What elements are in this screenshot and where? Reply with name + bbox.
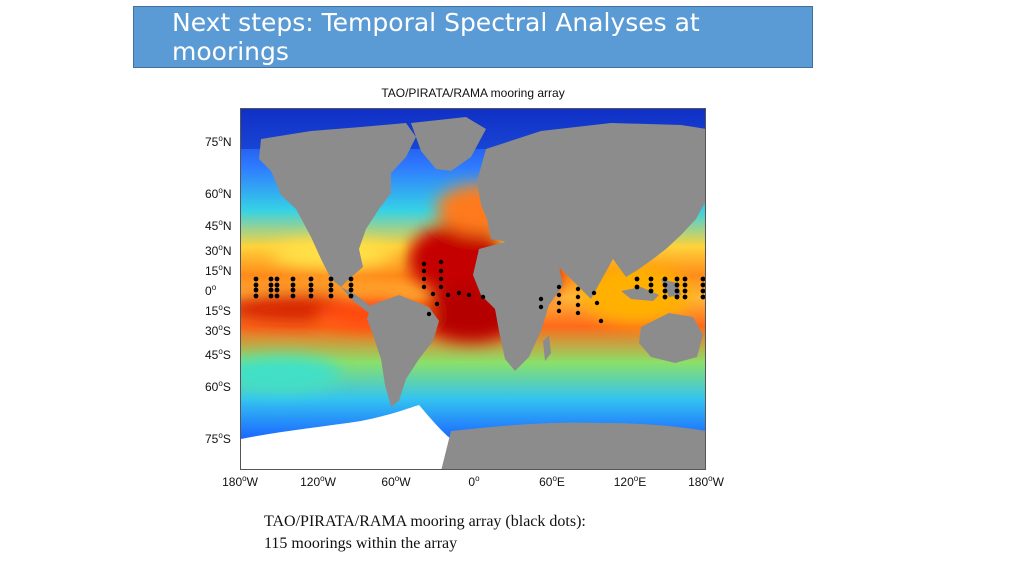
lat-label-60n: 60oN (205, 186, 232, 201)
lat-label-30s: 30oS (205, 323, 231, 338)
mooring-map (240, 108, 706, 470)
caption-line-2: 115 moorings within the array (264, 535, 458, 552)
lon-label-120e: 120oE (613, 474, 647, 489)
map-caption: TAO/PIRATA/RAMA mooring array (black dot… (264, 511, 586, 555)
lat-label-45n: 45oN (205, 218, 232, 233)
lon-label-180w-right: 180oW (688, 474, 724, 489)
lat-label-15n: 15oN (205, 263, 232, 278)
map-title: TAO/PIRATA/RAMA mooring array (381, 86, 565, 100)
world-map-graphic (241, 109, 705, 469)
lon-label-180w: 180oW (222, 474, 258, 489)
slide-title: Next steps: Temporal Spectral Analyses a… (172, 8, 700, 66)
lon-label-60w: 60oW (381, 474, 411, 489)
lat-label-60s: 60oS (205, 379, 231, 394)
lon-label-60e: 60oE (539, 474, 565, 489)
lat-label-45s: 45oS (205, 347, 231, 362)
lon-label-0: 0o (468, 474, 480, 489)
lat-label-0: 0o (205, 283, 217, 298)
slide-title-box: Next steps: Temporal Spectral Analyses a… (133, 6, 813, 68)
caption-line-1: TAO/PIRATA/RAMA mooring array (black dot… (264, 513, 586, 530)
lat-label-15s: 15oS (205, 303, 231, 318)
lat-label-75s: 75oS (205, 431, 231, 446)
mooring-dots (253, 259, 705, 324)
lat-label-30n: 30oN (205, 243, 232, 258)
lon-label-120w: 120oW (300, 474, 336, 489)
lat-label-75n: 75oN (205, 134, 232, 149)
